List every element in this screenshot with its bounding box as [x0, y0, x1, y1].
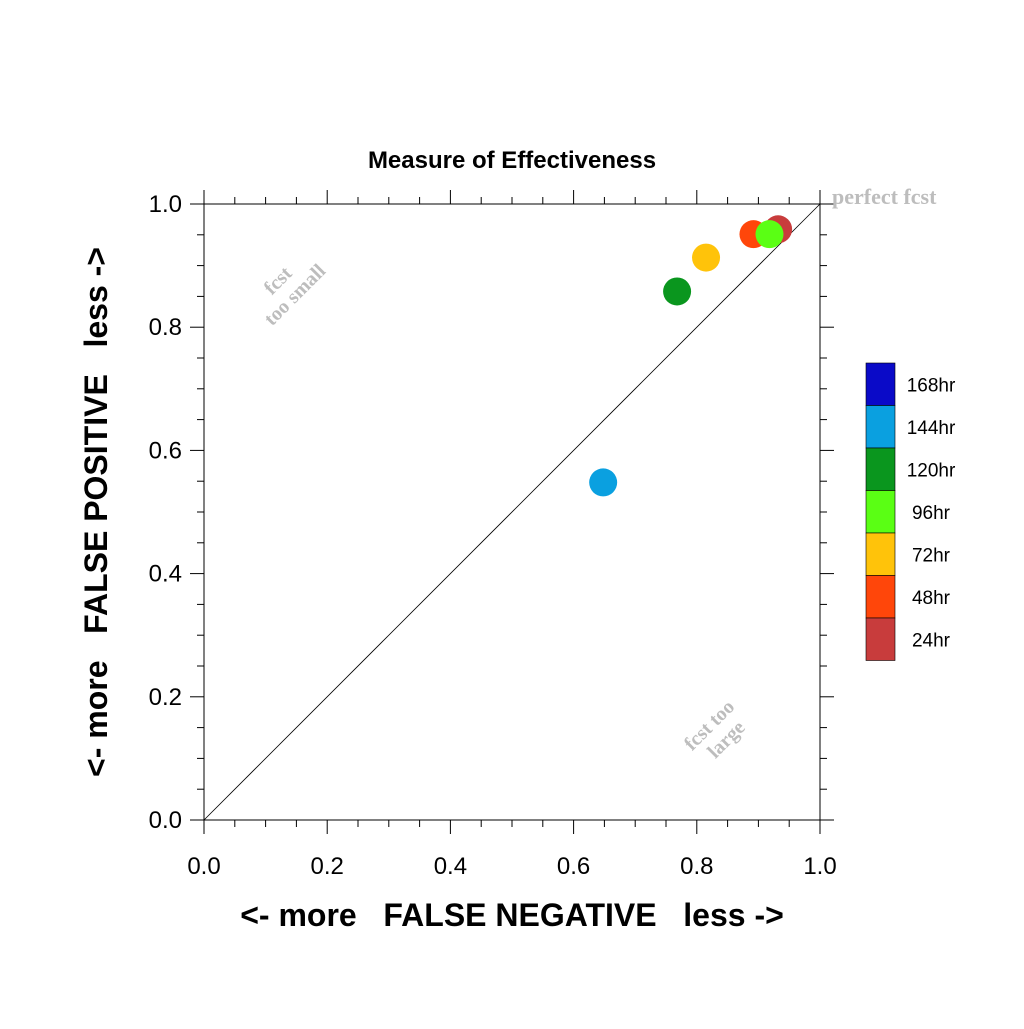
- y-tick-label: 0.6: [149, 437, 182, 464]
- data-points: [589, 215, 793, 497]
- x-tick-label: 0.2: [311, 853, 344, 880]
- annotation-too-small: fcst too small: [260, 260, 331, 330]
- x-axis-label: <- more FALSE NEGATIVE less ->: [240, 897, 784, 933]
- legend-swatch-48hr: [865, 575, 896, 619]
- legend-swatch-96hr: [865, 490, 896, 534]
- legend-swatch-144hr: [865, 405, 896, 449]
- legend-label-144hr: 144hr: [907, 418, 956, 439]
- chart-title: Measure of Effectiveness: [368, 147, 656, 174]
- data-point-120hr: [663, 277, 692, 306]
- legend-swatch-24hr: [865, 617, 896, 661]
- legend-label-72hr: 72hr: [912, 545, 951, 566]
- x-tick-label: 0.6: [557, 853, 590, 880]
- data-point-96hr: [755, 220, 784, 249]
- x-tick-label: 0.0: [187, 853, 220, 880]
- legend-label-168hr: 168hr: [907, 375, 956, 396]
- legend-label-120hr: 120hr: [907, 460, 956, 481]
- y-tick-label: 1.0: [149, 191, 182, 218]
- x-tick-label: 0.8: [680, 853, 713, 880]
- annotation-too-large: fcst too large: [680, 696, 750, 763]
- data-point-72hr: [692, 243, 721, 272]
- x-tick-label: 1.0: [803, 853, 836, 880]
- legend-label-96hr: 96hr: [912, 503, 951, 524]
- y-axis-label: <- more FALSE POSITIVE less ->: [78, 247, 114, 777]
- data-point-144hr: [589, 468, 618, 497]
- legend: 168hr 144hr 120hr 96hr 72hr 48hr 24hr: [865, 362, 956, 661]
- diagonal-reference-line: [203, 203, 821, 821]
- y-tick-label: 0.0: [149, 807, 182, 834]
- legend-swatch-168hr: [865, 362, 896, 406]
- y-tick-label: 0.8: [149, 314, 182, 341]
- annotation-perfect-fcst: perfect fcst: [832, 184, 937, 209]
- legend-swatch-120hr: [865, 447, 896, 491]
- y-tick-label: 0.2: [149, 684, 182, 711]
- legend-label-24hr: 24hr: [912, 630, 951, 651]
- axes: 0.0 0.2 0.4 0.6 0.8 1.0 0.0 0.2 0.4 0.6 0.8 1.0: [149, 190, 837, 880]
- legend-swatch-72hr: [865, 532, 896, 576]
- x-tick-label: 0.4: [434, 853, 467, 880]
- y-tick-label: 0.4: [149, 561, 182, 588]
- legend-label-48hr: 48hr: [912, 588, 951, 609]
